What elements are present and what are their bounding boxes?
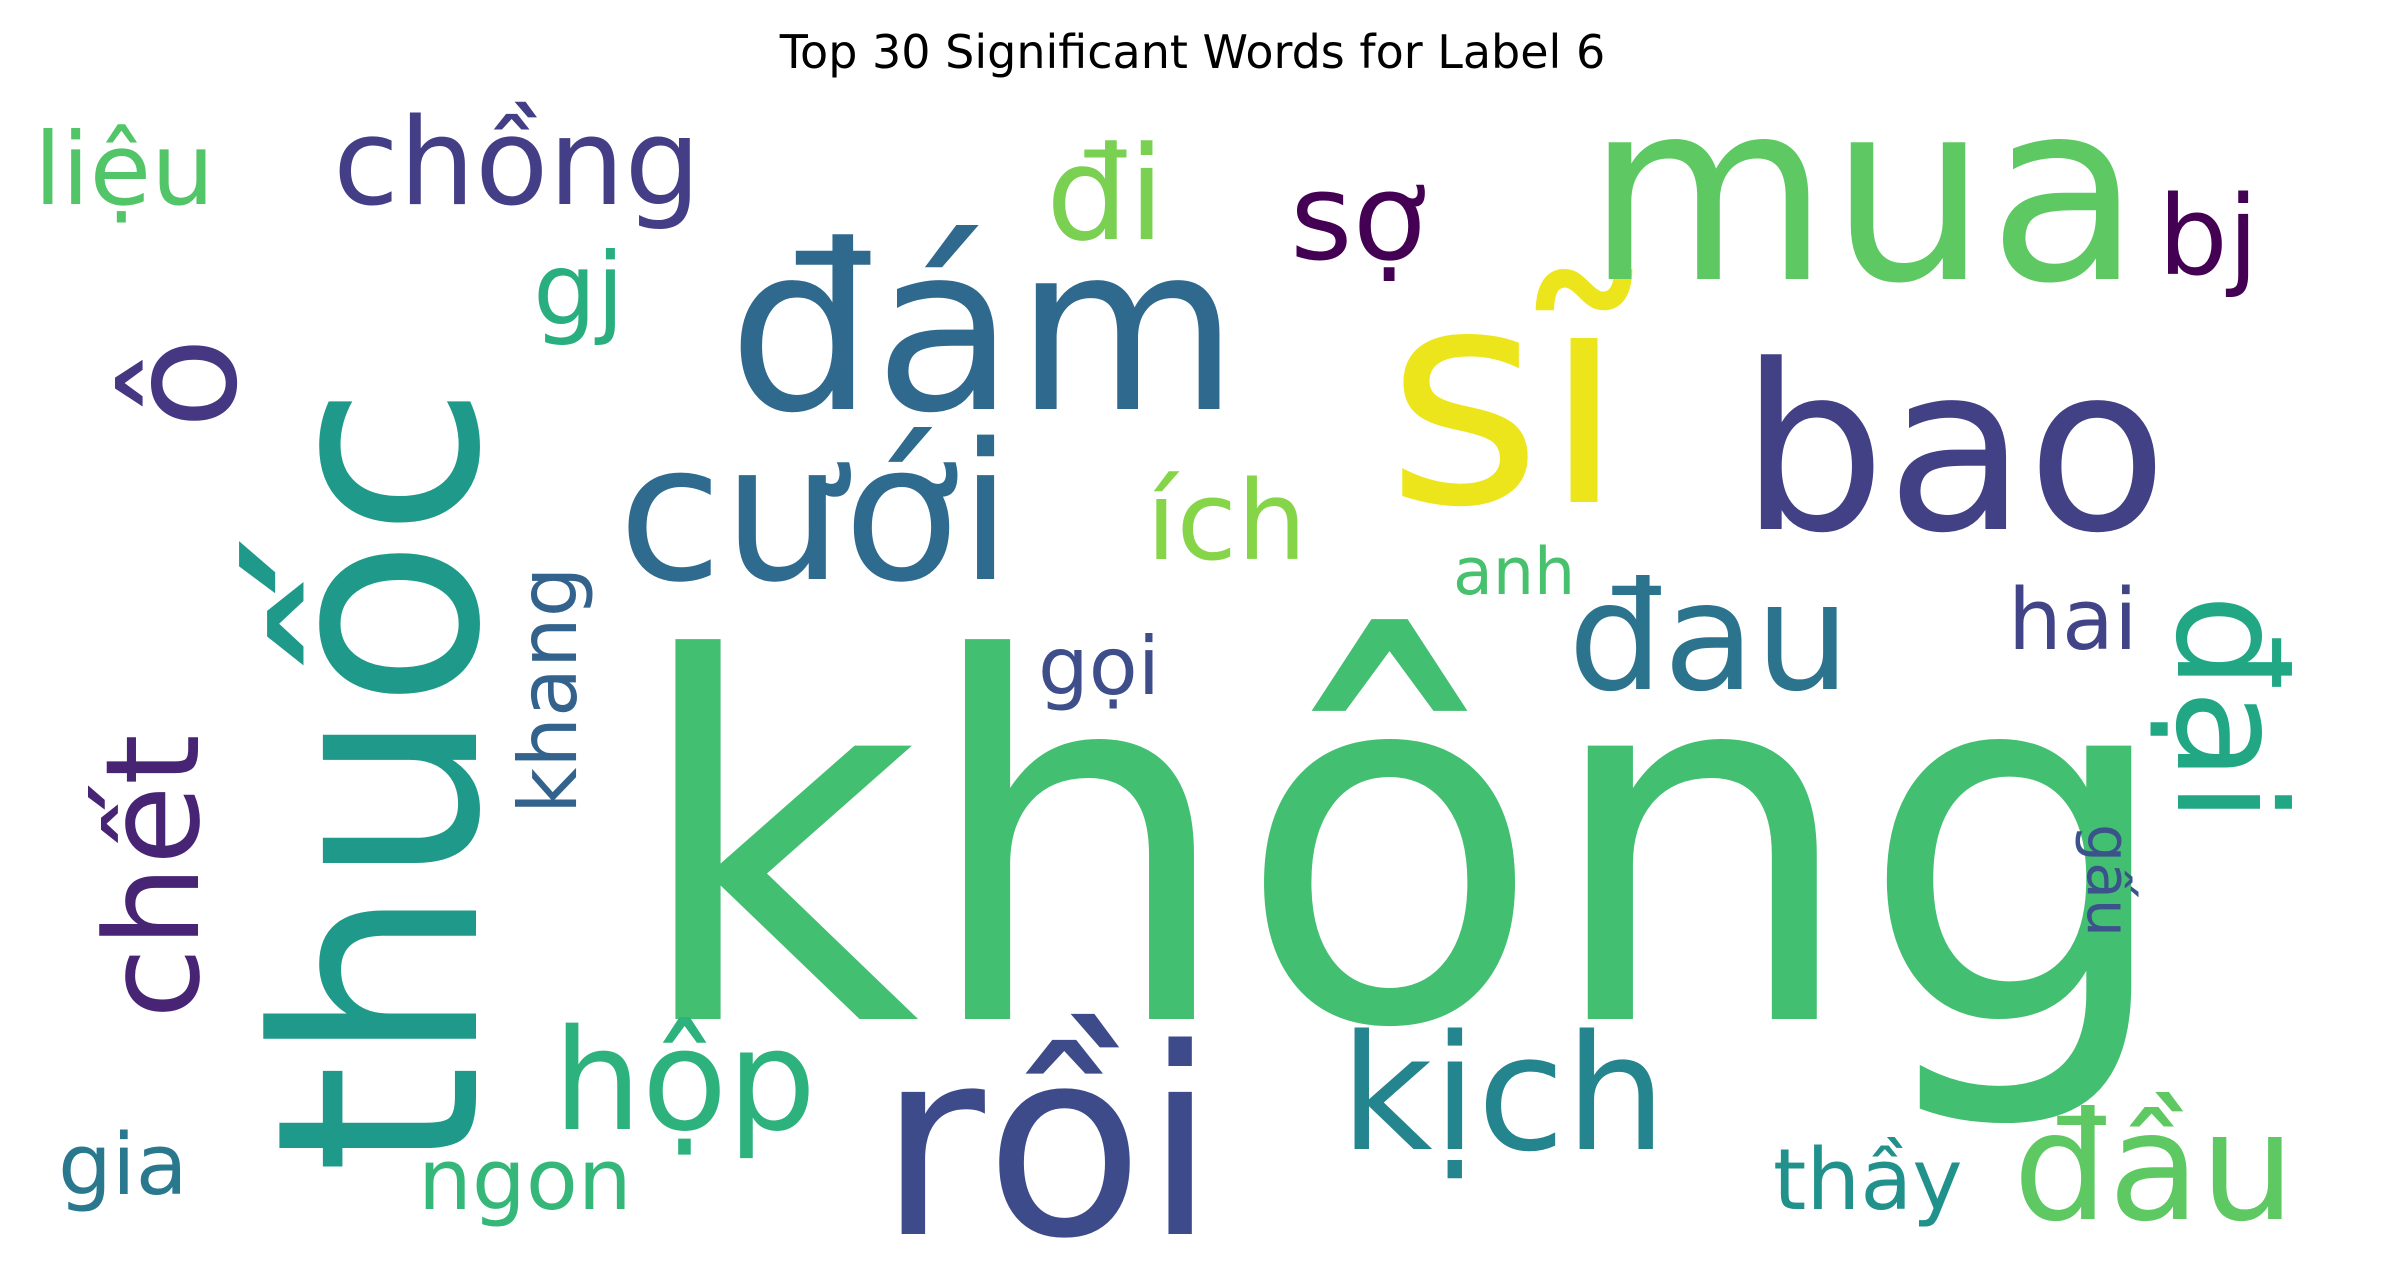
word-kich: kịch (1340, 1000, 1666, 1187)
word-ngon: ngon (418, 1131, 632, 1230)
word-di: đi (1046, 118, 1165, 270)
word-dam: đám (728, 197, 1239, 464)
word-anh: anh (1453, 535, 1575, 610)
word-dau-head: đầu (2013, 1081, 2295, 1246)
word-dau: đau (1568, 551, 1850, 725)
word-ich: ích (1146, 457, 1307, 585)
word-cloud-canvas: không thuốc rồi sĩ mua đám bao cưới chết… (34, 84, 2316, 1246)
word-roi: rồi (878, 994, 1216, 1246)
word-o: ô (97, 337, 271, 429)
word-gia: gia (58, 1116, 188, 1215)
word-chong: chồng (333, 94, 701, 233)
word-lieu: liệu (34, 111, 214, 228)
word-hai: hai (2008, 571, 2138, 670)
word-thuoc: thuốc (217, 384, 543, 1174)
word-goi: gọi (1038, 620, 1160, 713)
word-chet: chết (77, 734, 229, 1019)
chart-title: Top 30 Significant Words for Label 6 (779, 25, 1606, 79)
word-khong: không (630, 555, 2177, 1137)
word-so: sợ (1290, 149, 1426, 288)
word-cuoi: cưới (618, 403, 1012, 624)
word-khang: khang (502, 566, 595, 814)
word-bj: bj (2158, 172, 2258, 300)
word-si: sĩ (1386, 224, 1636, 573)
word-dai: đại (2142, 594, 2316, 823)
word-gau: gấu (2073, 824, 2143, 937)
word-hop: hộp (553, 1000, 816, 1163)
word-bao: bao (1740, 317, 2168, 584)
word-gj: gj (533, 231, 624, 348)
word-mua: mua (1586, 84, 2141, 338)
word-thay: thầy (1773, 1131, 1963, 1230)
word-cloud: không thuốc rồi sĩ mua đám bao cưới chết… (28, 84, 2358, 1246)
